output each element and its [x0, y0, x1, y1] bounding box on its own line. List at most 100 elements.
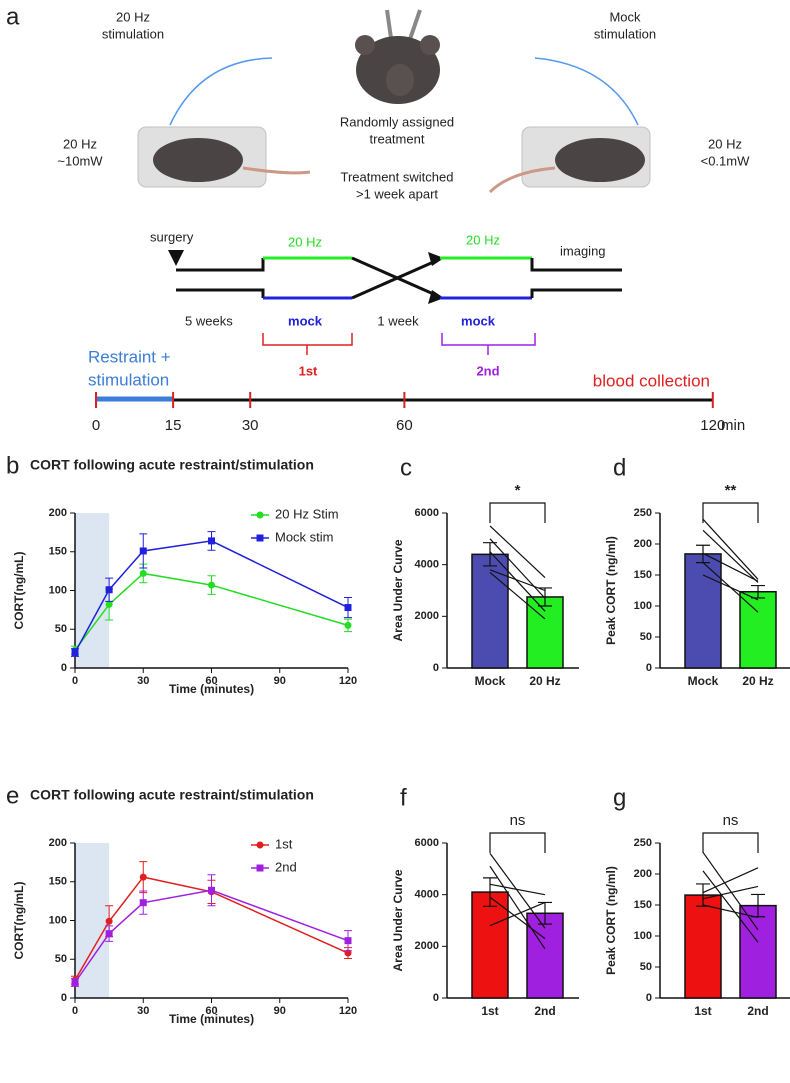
y-tick-label: 50 [640, 961, 652, 973]
significance: ns [510, 812, 526, 829]
y-tick-label: 0 [646, 662, 652, 674]
y-tick-label: 50 [640, 631, 652, 643]
y-tick-label: 150 [634, 899, 652, 911]
y-tick-label: 0 [646, 992, 652, 1004]
bar [526, 912, 564, 999]
label: stimulation [102, 26, 164, 41]
x-tick-label: 0 [72, 675, 78, 687]
panel-label: e [6, 782, 19, 809]
y-axis-title: Peak CORT (ng/ml) [604, 536, 618, 645]
x-tick-label: 30 [137, 675, 149, 687]
x-tick-label: 120 [339, 1005, 357, 1017]
marker [71, 979, 79, 986]
y-tick-label: 6000 [415, 507, 439, 519]
x-tick-label: Mock [688, 674, 719, 688]
marker [71, 649, 79, 656]
significance: ns [723, 812, 739, 829]
bar [739, 590, 777, 669]
marker [344, 621, 352, 629]
significance-bracket [702, 502, 759, 523]
legend-label: 20 Hz Stim [275, 506, 339, 521]
paired-line [489, 551, 546, 612]
marker [208, 537, 215, 545]
legend-marker [256, 511, 264, 519]
panel-label: g [613, 784, 626, 811]
label: 1st [299, 363, 318, 378]
y-tick-label: 200 [49, 837, 67, 849]
y-tick-label: 200 [634, 868, 652, 880]
error-bar [483, 877, 497, 907]
series-line [74, 540, 349, 653]
label: 2nd [476, 363, 499, 378]
label: Restraint + [88, 347, 171, 366]
panel-label: c [400, 454, 412, 481]
label: Randomly assigned [340, 114, 454, 129]
marker [344, 937, 352, 945]
y-axis-title: Area Under Curve [391, 869, 405, 971]
legend-label: 2nd [275, 859, 297, 874]
label: 1 week [377, 313, 419, 328]
bar [684, 894, 722, 999]
paired-line [702, 529, 759, 583]
label: stimulation [594, 26, 656, 41]
x-tick-label: 20 Hz [742, 674, 773, 688]
x-tick-label: 60 [205, 675, 217, 687]
paired-line [489, 883, 546, 896]
paired-line [702, 867, 759, 894]
error-bar [483, 542, 497, 567]
y-tick-label: 50 [55, 953, 67, 965]
label: Mock [609, 9, 641, 24]
paired-line [702, 562, 759, 613]
bar [471, 553, 509, 669]
y-tick-label: 0 [433, 992, 439, 1004]
paired-line [489, 901, 546, 927]
paired-line [489, 569, 546, 592]
label: 20 Hz [708, 136, 742, 151]
paired-line [489, 571, 546, 620]
y-axis-title: Peak CORT (ng/ml) [604, 866, 618, 975]
x-tick-label: 20 Hz [529, 674, 560, 688]
legend-marker [256, 864, 264, 872]
y-tick-label: 0 [61, 992, 67, 1004]
timeline-tick-label: 30 [242, 417, 259, 434]
timeline-unit: min [721, 417, 745, 434]
chart-title: CORT following acute restraint/stimulati… [30, 787, 314, 803]
paired-line [702, 885, 759, 900]
y-tick-label: 50 [55, 623, 67, 635]
panel-label: d [613, 454, 626, 481]
x-tick-label: 120 [339, 675, 357, 687]
label: <0.1mW [701, 153, 750, 168]
label: imaging [560, 243, 606, 258]
x-tick-label: Mock [475, 674, 506, 688]
label: mock [461, 313, 496, 328]
label: blood collection [593, 371, 710, 390]
label: 20 Hz [288, 234, 322, 249]
legend-marker [256, 534, 264, 542]
paired-line [702, 851, 759, 931]
y-tick-label: 200 [49, 507, 67, 519]
y-tick-label: 150 [49, 876, 67, 888]
x-axis-title: Time (minutes) [169, 1012, 254, 1026]
label: >1 week apart [356, 186, 438, 201]
paired-line [489, 896, 546, 940]
paired-line [489, 852, 546, 929]
y-tick-label: 200 [634, 538, 652, 550]
label: surgery [150, 229, 194, 244]
marker [139, 569, 147, 577]
y-tick-label: 6000 [415, 837, 439, 849]
label: 20 Hz [116, 9, 150, 24]
paired-line [702, 518, 759, 580]
timeline-tick-label: 60 [396, 417, 413, 434]
label: 5 weeks [185, 313, 233, 328]
timeline-tick-label: 0 [92, 417, 100, 434]
y-tick-label: 150 [49, 546, 67, 558]
shade [75, 843, 110, 998]
panel-label: b [6, 452, 19, 479]
mouse-illustration [137, 9, 651, 194]
legend-label: 1st [275, 836, 293, 851]
y-axis-title: CORT(ng/mL) [12, 552, 26, 630]
shade [75, 513, 110, 668]
y-tick-label: 100 [49, 584, 67, 596]
y-tick-label: 2000 [415, 940, 439, 952]
